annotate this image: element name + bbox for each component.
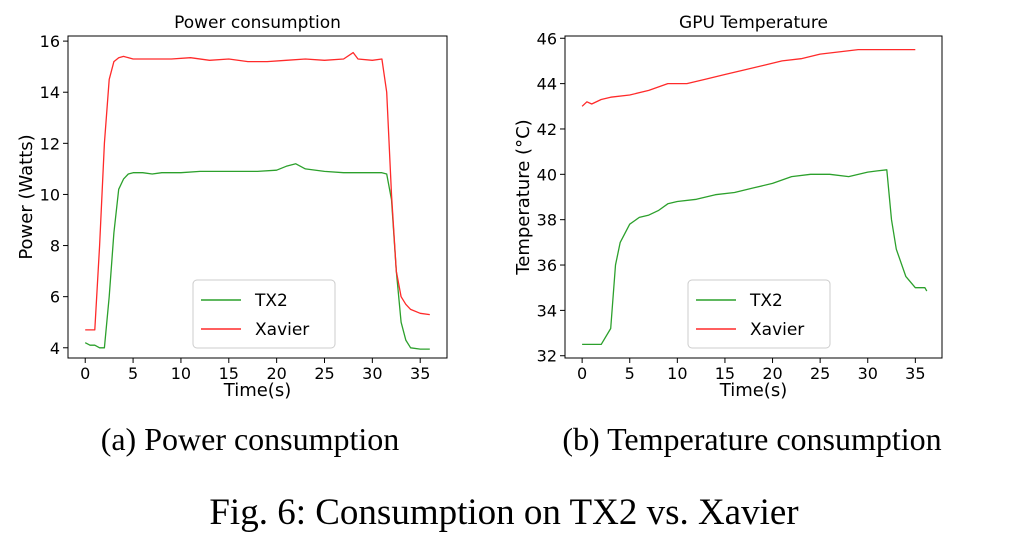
x-tick-label: 20 bbox=[266, 364, 286, 383]
panel-temperature: GPU Temperature 0 5 10 15 20 25 30 35 32 34 36 38 40 4… bbox=[513, 13, 943, 401]
y-tick-label: 44 bbox=[537, 75, 557, 94]
x-tick-label: 30 bbox=[858, 364, 878, 383]
y-axis-label: Temperature (°C) bbox=[513, 119, 534, 275]
legend: TX2 Xavier bbox=[192, 279, 336, 349]
legend-label-xavier: Xavier bbox=[750, 320, 804, 340]
x-axis-label: Time(s) bbox=[719, 380, 787, 401]
y-tick-label: 46 bbox=[537, 29, 557, 48]
y-tick-label: 40 bbox=[537, 165, 557, 184]
y-tick-label: 14 bbox=[40, 83, 60, 102]
y-tick-label: 10 bbox=[40, 185, 60, 204]
x-tick-label: 0 bbox=[577, 364, 587, 383]
y-tick-label: 34 bbox=[537, 301, 557, 320]
y-tick-label: 4 bbox=[50, 339, 60, 358]
series-line-xavier bbox=[581, 48, 916, 107]
x-tick-label: 30 bbox=[362, 364, 382, 383]
x-tick-label: 5 bbox=[128, 364, 138, 383]
plot-frame bbox=[564, 35, 943, 359]
y-tick-label: 36 bbox=[537, 256, 557, 275]
subcaption-b: (b) Temperature consumption bbox=[562, 421, 941, 457]
x-tick-label: 25 bbox=[314, 364, 334, 383]
legend-label-tx2: TX2 bbox=[749, 291, 783, 311]
plot-frame bbox=[67, 35, 448, 359]
legend-label-xavier: Xavier bbox=[255, 320, 309, 340]
x-tick-label: 5 bbox=[625, 364, 635, 383]
legend-label-tx2: TX2 bbox=[254, 291, 288, 311]
figure-caption: Fig. 6: Consumption on TX2 vs. Xavier bbox=[209, 492, 798, 533]
panel-power: Power consumption 0 5 10 15 20 25 30 35 4 6 8 10 12 14… bbox=[16, 13, 448, 401]
x-axis-label: Time(s) bbox=[223, 380, 291, 401]
chart-title: GPU Temperature bbox=[679, 13, 828, 33]
y-tick-label: 38 bbox=[537, 211, 557, 230]
legend-box bbox=[687, 279, 831, 349]
x-tick-label: 15 bbox=[219, 364, 239, 383]
chart-title: Power consumption bbox=[174, 13, 341, 33]
y-tick-label: 6 bbox=[50, 288, 60, 307]
x-tick-label: 35 bbox=[410, 364, 430, 383]
y-tick-label: 42 bbox=[537, 120, 557, 139]
x-tick-label: 10 bbox=[171, 364, 191, 383]
x-tick-label: 20 bbox=[762, 364, 782, 383]
y-tick-label: 12 bbox=[40, 134, 60, 153]
legend-box bbox=[192, 279, 336, 349]
y-tick-label: 16 bbox=[40, 32, 60, 51]
x-tick-label: 15 bbox=[715, 364, 735, 383]
x-tick-label: 25 bbox=[810, 364, 830, 383]
series-line-xavier bbox=[85, 51, 430, 331]
y-axis-label: Power (Watts) bbox=[16, 134, 37, 259]
subcaption-a: (a) Power consumption bbox=[101, 421, 400, 457]
y-tick-label: 32 bbox=[537, 347, 557, 366]
x-tick-label: 10 bbox=[667, 364, 687, 383]
y-tick-label: 8 bbox=[50, 237, 60, 256]
series-line-tx2 bbox=[582, 169, 928, 346]
x-tick-label: 35 bbox=[905, 364, 925, 383]
legend: TX2 Xavier bbox=[687, 279, 831, 349]
x-tick-label: 0 bbox=[80, 364, 90, 383]
